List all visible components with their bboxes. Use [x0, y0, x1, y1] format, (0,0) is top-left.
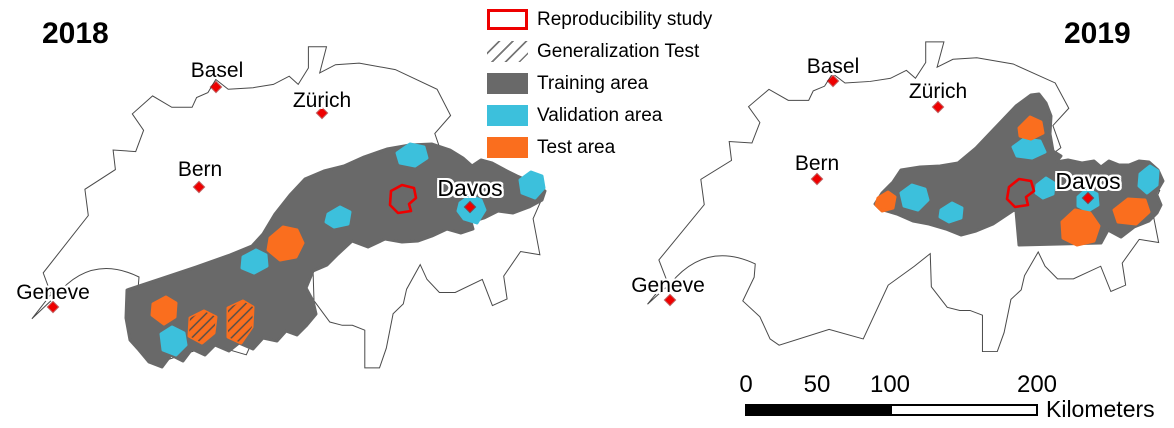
map-title-2019: 2019 — [1064, 17, 1131, 50]
legend-item-training: Training area — [487, 73, 712, 94]
generalization-hatch-overlay — [189, 311, 216, 343]
reproducibility-swatch-icon — [487, 9, 528, 30]
test-patch — [1060, 208, 1101, 247]
city-label-zurich-2019: Zürich — [908, 80, 968, 103]
validation-patch — [395, 142, 429, 168]
validation-patch — [938, 201, 964, 224]
legend-label: Reproducibility study — [537, 9, 713, 30]
hatch-swatch-icon — [487, 41, 528, 62]
map-2018 — [31, 46, 547, 369]
city-label-geneve-2019: Geneve — [631, 274, 705, 297]
validation-patch — [240, 248, 269, 275]
validation-patch — [1034, 176, 1056, 200]
city-label-geneve-2018: Geneve — [16, 281, 90, 304]
test-patch — [1017, 115, 1045, 141]
legend-item-validation: Validation area — [487, 105, 712, 126]
validation-areas-2019 — [899, 137, 1160, 224]
validation-patch — [324, 205, 352, 229]
city-label-davos-2018: Davos — [437, 175, 503, 201]
scale-tick-0: 0 — [739, 371, 753, 398]
scale-tick-100: 100 — [869, 371, 911, 398]
scale-bar-track — [745, 404, 1038, 416]
test-areas-2019 — [874, 115, 1151, 247]
legend-label: Training area — [537, 73, 649, 94]
legend-label: Test area — [537, 137, 616, 158]
test-swatch-icon — [487, 137, 528, 158]
legend-item-test: Test area — [487, 137, 712, 158]
legend-item-reproducibility: Reproducibility study — [487, 9, 712, 30]
legend: Reproducibility study Generalization Tes… — [487, 9, 712, 169]
city-label-basel-2018: Basel — [190, 59, 244, 82]
validation-swatch-icon — [487, 105, 528, 126]
validation-patch — [518, 170, 546, 200]
scale-tick-200: 200 — [1016, 371, 1058, 398]
legend-label: Validation area — [537, 105, 663, 126]
legend-label: Generalization Test — [537, 41, 700, 62]
map-2019 — [646, 41, 1165, 353]
scale-bar-filled-segment — [747, 406, 892, 414]
city-label-davos-2019: Davos — [1055, 168, 1121, 194]
validation-patch — [1011, 137, 1047, 160]
validation-patch — [159, 325, 188, 357]
test-patch — [150, 295, 178, 326]
legend-item-generalization: Generalization Test — [487, 41, 712, 62]
test-patch — [1112, 197, 1151, 226]
scale-bar: 0 50 100 200 Kilometers — [739, 371, 1174, 422]
city-label-bern-2018: Bern — [177, 158, 223, 181]
scale-unit-label: Kilometers — [1046, 396, 1155, 422]
test-patch — [266, 225, 305, 262]
generalization-hatch-2018 — [189, 301, 253, 343]
validation-patch — [899, 183, 930, 212]
test-patch — [874, 190, 897, 213]
scale-tick-50: 50 — [803, 371, 831, 398]
city-label-zurich-2018: Zürich — [292, 89, 352, 112]
validation-patch — [1137, 164, 1160, 195]
reproducibility-outline-2019 — [1005, 177, 1036, 209]
city-label-bern-2019: Bern — [794, 152, 840, 175]
generalization-hatch-overlay — [228, 301, 253, 343]
city-label-basel-2019: Basel — [806, 55, 860, 78]
map-title-2018: 2018 — [42, 17, 109, 50]
reproducibility-outline-2018 — [388, 183, 418, 215]
training-swatch-icon — [487, 73, 528, 94]
